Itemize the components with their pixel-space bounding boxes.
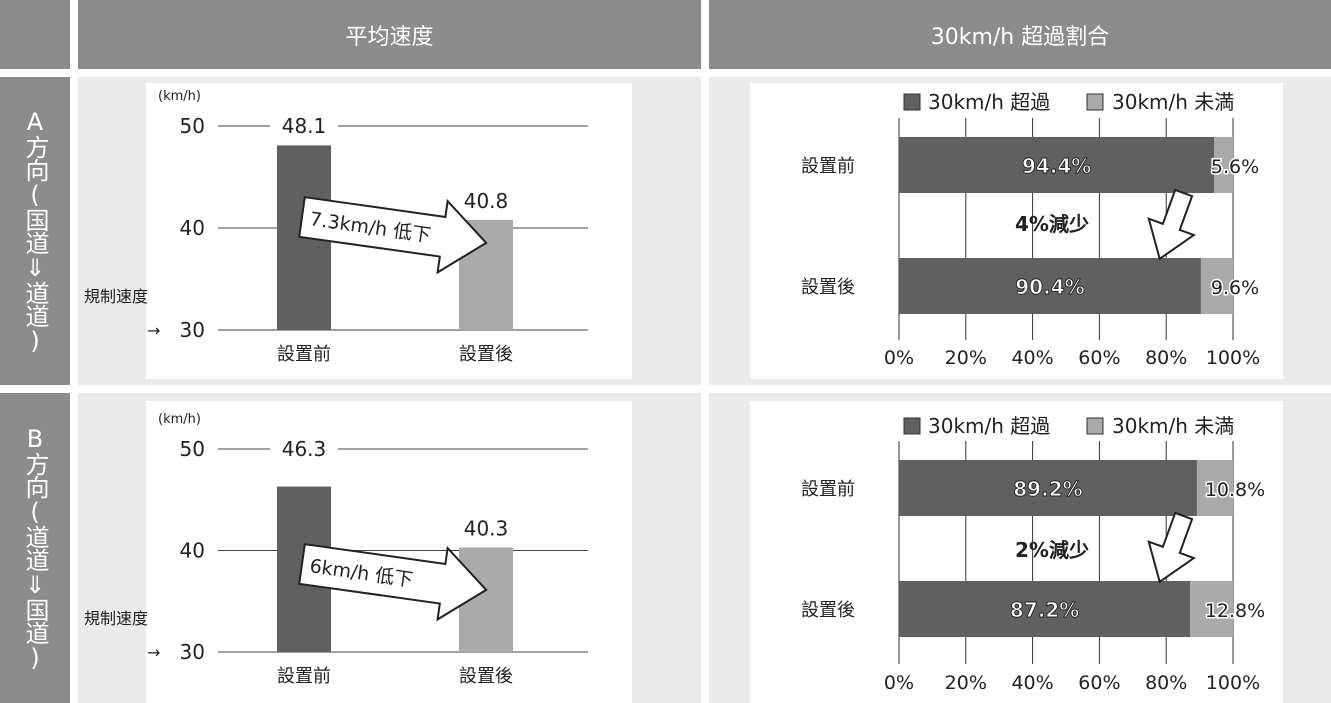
ratio-a-annotation-text: 4%減少 [1015, 212, 1089, 236]
ratio-b-annotation-arrow-shape [1147, 511, 1197, 584]
ratio-b-value-label-under: 10.8% [1205, 479, 1265, 501]
ratio-b-annotation-text: 2%減少 [1015, 538, 1089, 562]
speed-b-ytick-label: 40 [180, 539, 205, 563]
row-b-ratio-panel [709, 393, 1331, 703]
row-b-label: B方向(道道⇓国道) [21, 425, 49, 671]
speed-b-annotation-arrow-shape [298, 543, 488, 622]
ratio-a-value-label-under: 5.6% [1211, 156, 1259, 178]
ratio-a-xtick-label: 40% [1011, 347, 1053, 369]
ratio-b-xtick-label: 20% [945, 672, 987, 694]
ratio-a-legend-swatch-over [903, 93, 921, 111]
ratio-a-value-label-over: 90.4% [1015, 275, 1084, 299]
speed-b-ytick-label: 30 [180, 640, 205, 664]
speed-a-limit-label: 規制速度 [84, 287, 148, 306]
speed-b-category-label: 設置前 [277, 666, 331, 687]
speed-a-unit-label: (km/h) [158, 89, 201, 104]
ratio-a-xtick-label: 0% [884, 347, 914, 369]
speed-a-limit-arrow: → [147, 321, 160, 340]
ratio-b-bar-over [899, 581, 1191, 637]
row-b-ratio-chart-area [750, 401, 1283, 703]
ratio-b-xtick-label: 100% [1206, 672, 1260, 694]
ratio-a-value-label-over: 94.4% [1022, 154, 1091, 178]
ratio-a-value-label-under: 9.6% [1211, 277, 1259, 299]
ratio-b-value-label-over: 87.2% [1010, 598, 1079, 622]
ratio-b-value-label-under: 12.8% [1205, 600, 1265, 622]
speed-b-value-label-bg [270, 434, 338, 462]
speed-a-value-label: 48.1 [282, 114, 327, 138]
speed-a-category-label: 設置前 [277, 344, 331, 365]
speed-b-limit-arrow: → [147, 643, 160, 662]
ratio-b-bar-over [899, 460, 1197, 516]
ratio-b-annotation-arrow [1147, 511, 1197, 584]
ratio-b-bar-under [1190, 581, 1233, 637]
ratio-b-value-label-over: 89.2% [1013, 477, 1082, 501]
ratio-a-category-label: 設置前 [801, 156, 855, 177]
ratio-b-category-label: 設置前 [801, 479, 855, 500]
ratio-a-xtick-label: 20% [945, 347, 987, 369]
header-over-30-ratio: 30km/h 超過割合 [709, 0, 1331, 69]
speed-a-annotation-arrow-shape [298, 196, 488, 275]
speed-b-ytick-label: 50 [180, 437, 205, 461]
speed-a-annotation-arrow: 7.3km/h 低下 [298, 196, 488, 275]
ratio-a-xtick-label: 60% [1078, 347, 1120, 369]
row-b-speed-chart-area [146, 401, 632, 703]
row-b-speed-panel [78, 393, 701, 703]
ratio-b-xtick-label: 0% [884, 672, 914, 694]
ratio-a-legend-label-over: 30km/h 超過 [928, 90, 1050, 114]
ratio-a-xtick-label: 100% [1206, 347, 1260, 369]
ratio-a-bar-over [899, 137, 1215, 193]
ratio-b-xtick-label: 40% [1011, 672, 1053, 694]
row-a-label: A方向(国道⇓道道) [21, 108, 49, 354]
ratio-a-legend-swatch-under [1086, 93, 1104, 111]
speed-a-ytick-label: 50 [180, 114, 205, 138]
ratio-a-annotation-arrow-shape [1147, 188, 1197, 261]
ratio-b-legend-swatch-under [1086, 417, 1104, 435]
speed-b-category-label: 設置後 [459, 666, 513, 687]
ratio-b-category-label: 設置後 [801, 600, 855, 621]
speed-b-unit-label: (km/h) [158, 412, 201, 427]
speed-b-value-label: 40.3 [464, 516, 509, 540]
ratio-b-bar-under [1196, 460, 1233, 516]
corner-cell [0, 0, 70, 69]
ratio-b-legend-label-over: 30km/h 超過 [928, 414, 1050, 438]
row-a-ratio-chart-area [750, 83, 1283, 379]
ratio-b-xtick-label: 60% [1078, 672, 1120, 694]
speed-a-value-label: 40.8 [464, 189, 509, 213]
ratio-a-bar-under [1200, 258, 1233, 314]
speed-a-value-label-bg [270, 111, 338, 139]
speed-a-ytick-label: 30 [180, 318, 205, 342]
header-average-speed-label: 平均速度 [345, 24, 434, 50]
ratio-b-legend-label-under: 30km/h 未満 [1112, 414, 1234, 438]
ratio-b-xtick-label: 80% [1145, 672, 1187, 694]
row-a-label-cell: A方向(国道⇓道道) [0, 77, 70, 385]
ratio-a-bar-over [899, 258, 1201, 314]
ratio-a-xtick-label: 80% [1145, 347, 1187, 369]
speed-b-annotation-arrow: 6km/h 低下 [298, 543, 488, 622]
ratio-a-legend-label-under: 30km/h 未満 [1112, 90, 1234, 114]
ratio-a-annotation-arrow [1147, 188, 1197, 261]
speed-b-value-label: 46.3 [282, 437, 327, 461]
ratio-b-legend-swatch-over [903, 417, 921, 435]
ratio-a-category-label: 設置後 [801, 277, 855, 298]
row-b-label-cell: B方向(道道⇓国道) [0, 393, 70, 703]
ratio-a-bar-under [1214, 137, 1233, 193]
speed-b-limit-label: 規制速度 [84, 609, 148, 628]
speed-a-category-label: 設置後 [459, 344, 513, 365]
header-average-speed: 平均速度 [78, 0, 701, 69]
row-a-ratio-panel [709, 77, 1331, 385]
speed-a-ytick-label: 40 [180, 216, 205, 240]
header-over-30-ratio-label: 30km/h 超過割合 [930, 24, 1110, 50]
